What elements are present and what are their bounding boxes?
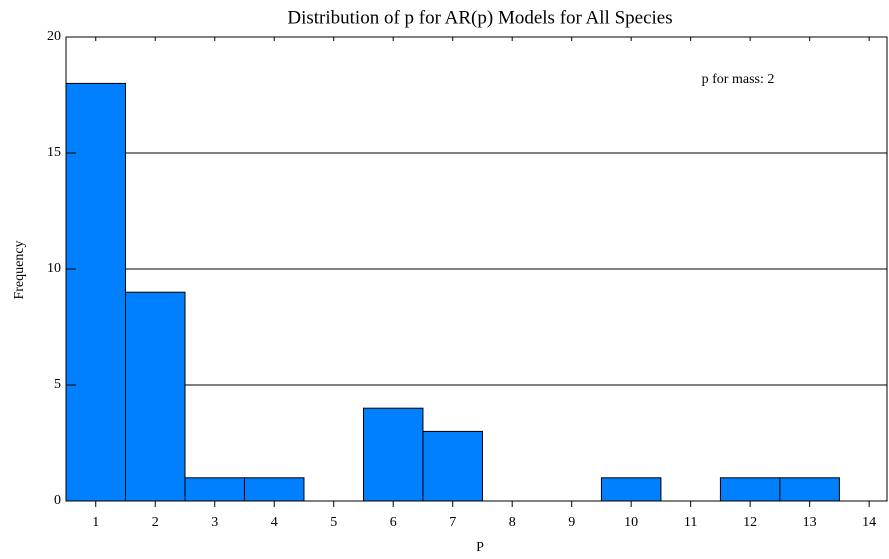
- bar: [600, 477, 662, 502]
- x-tick-label: 3: [211, 515, 218, 530]
- bar: [362, 407, 424, 502]
- x-tick-label: 4: [271, 515, 278, 530]
- x-tick-label: 5: [330, 515, 337, 530]
- y-tick-label: 20: [47, 29, 61, 44]
- y-axis-label: Frequency: [12, 240, 27, 299]
- bar: [719, 477, 781, 502]
- bar: [65, 82, 126, 502]
- y-tick-label: 10: [47, 261, 61, 276]
- bar: [184, 477, 245, 502]
- annotation: p for mass: 2: [702, 72, 775, 87]
- bar: [243, 477, 305, 502]
- bars: [65, 82, 840, 502]
- x-tick-label: 6: [390, 515, 397, 530]
- x-tick-label: 2: [152, 515, 159, 530]
- y-tick-label: 15: [47, 145, 61, 160]
- grid: [66, 152, 887, 386]
- x-tick-label: 9: [568, 515, 575, 530]
- chart-title: Distribution of p for AR(p) Models for A…: [287, 7, 672, 28]
- y-tick-label: 0: [54, 493, 61, 508]
- y-tick-label: 5: [54, 377, 61, 392]
- x-tick-label: 7: [449, 515, 456, 530]
- bar: [422, 430, 483, 502]
- x-axis-label: P: [476, 540, 484, 555]
- x-tick-label: 13: [803, 515, 817, 530]
- x-tick-label: 1: [92, 515, 99, 530]
- bar: [124, 291, 186, 502]
- x-tick-label: 10: [624, 515, 638, 530]
- x-tick-label: 12: [743, 515, 757, 530]
- bar: [779, 477, 840, 502]
- x-tick-label: 11: [684, 515, 697, 530]
- x-tick-label: 8: [509, 515, 516, 530]
- x-tick-label: 14: [862, 515, 876, 530]
